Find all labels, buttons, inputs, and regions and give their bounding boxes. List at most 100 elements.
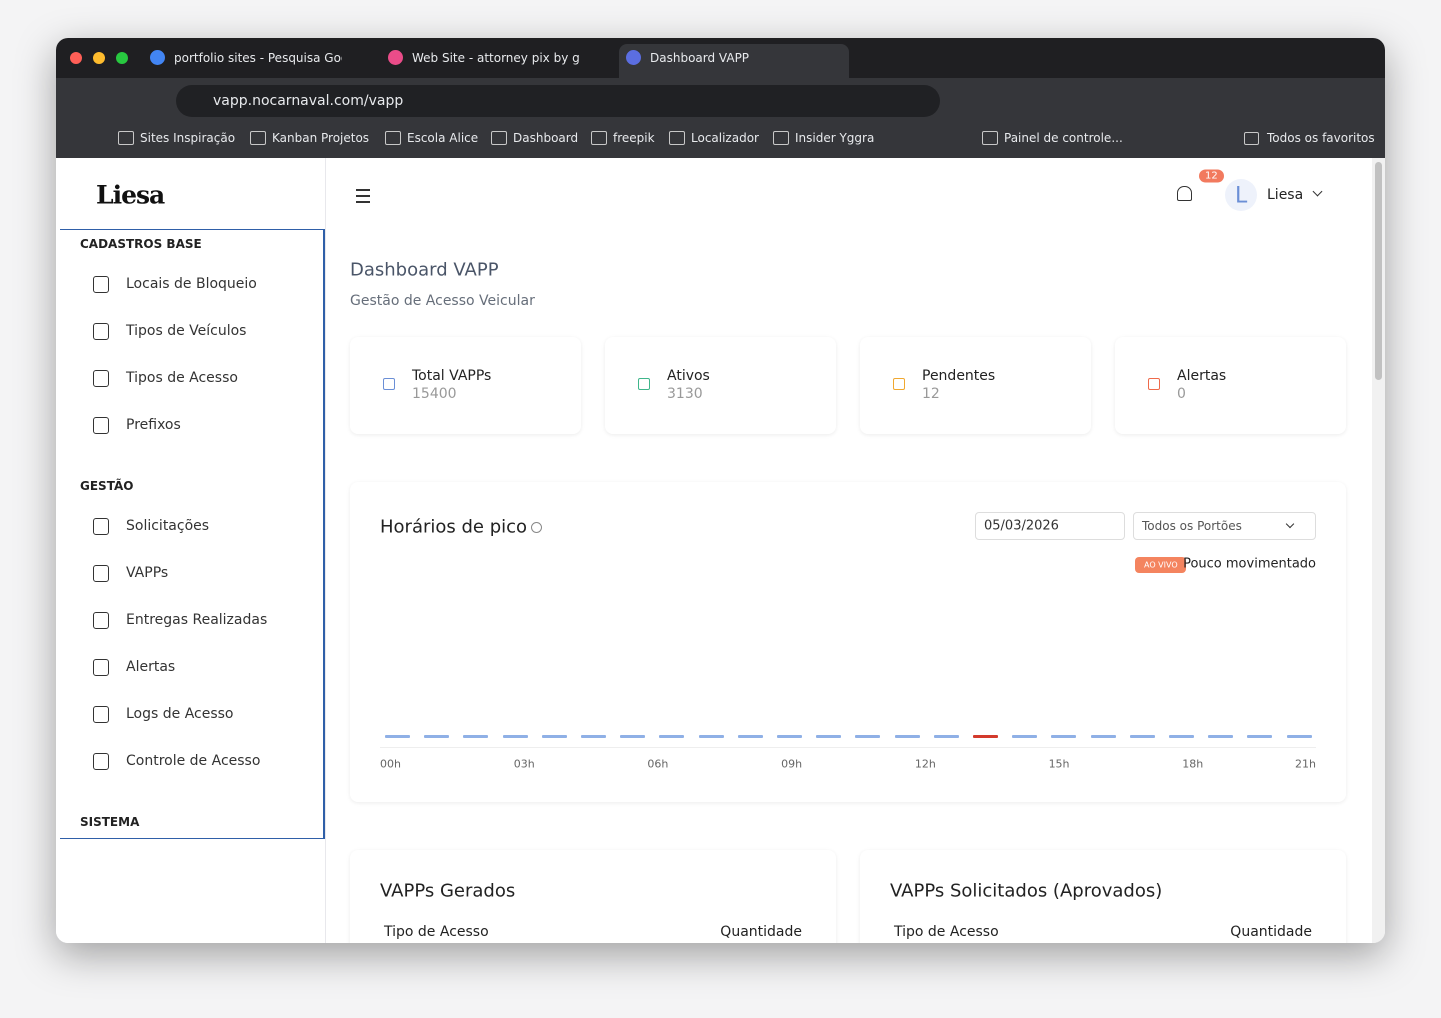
bar xyxy=(581,735,606,738)
x-label: 06h xyxy=(647,757,669,771)
tab-title[interactable]: portfolio sites - Pesquisa Goo xyxy=(174,51,342,65)
bookmark-icon xyxy=(250,131,266,145)
stat-card xyxy=(860,337,1091,434)
table-card xyxy=(860,850,1346,943)
tab-icon xyxy=(150,50,165,65)
bar xyxy=(698,735,724,738)
table-card xyxy=(350,850,836,943)
bookmark-icon xyxy=(982,131,998,145)
sidebar xyxy=(56,158,326,943)
x-label: 15h xyxy=(1048,757,1070,771)
tab-close[interactable] xyxy=(831,51,841,63)
bar xyxy=(777,735,802,738)
info-icon xyxy=(531,522,542,533)
stat-label: Ativos xyxy=(667,368,710,384)
max-dot[interactable] xyxy=(116,52,128,64)
bookmark[interactable]: Kanban Projetos xyxy=(272,131,370,145)
bar xyxy=(1169,735,1194,738)
address-field[interactable] xyxy=(176,85,940,117)
active-tab[interactable] xyxy=(619,44,849,78)
stat-card xyxy=(605,337,836,434)
date-text: 05/03/2026 xyxy=(984,518,1059,534)
nav-item[interactable]: Tipos de Veículos xyxy=(126,323,247,339)
bookmark[interactable]: Dashboard xyxy=(513,131,579,145)
nav-icon xyxy=(93,659,109,676)
bookmark[interactable]: Escola Alice xyxy=(407,131,479,145)
x-label: 21h xyxy=(1295,757,1316,771)
stat-label: Pendentes xyxy=(922,368,996,384)
tab-close[interactable] xyxy=(592,51,602,63)
user-name[interactable]: Liesa xyxy=(1267,187,1304,203)
bookmark-icon xyxy=(669,131,685,145)
bar xyxy=(737,735,763,738)
nav-item[interactable]: Logs de Acesso xyxy=(126,706,234,722)
nav-icon xyxy=(93,276,109,293)
stat-value: 0 xyxy=(1177,386,1186,402)
nav-item[interactable]: VAPPs xyxy=(126,565,169,581)
table-title: VAPPs Gerados xyxy=(380,880,516,902)
column-header: Tipo de Acesso xyxy=(894,924,999,940)
nav-item[interactable]: Alertas xyxy=(126,659,176,675)
bar xyxy=(1129,735,1155,738)
live-badge xyxy=(1135,557,1186,573)
x-label: 18h xyxy=(1182,757,1204,771)
bar xyxy=(1012,735,1038,738)
nav-icon xyxy=(93,753,109,770)
x-label: 12h xyxy=(914,757,936,771)
x-label: 03h xyxy=(513,757,535,771)
bookmark-icon xyxy=(591,131,607,145)
nav-item[interactable]: Locais de Bloqueio xyxy=(126,276,257,292)
nav-item[interactable]: Controle de Acesso xyxy=(126,753,261,769)
close-dot[interactable] xyxy=(70,52,82,64)
bar xyxy=(894,735,920,738)
stat-card xyxy=(1115,337,1346,434)
bookmark-icon xyxy=(773,131,789,145)
bar xyxy=(620,735,646,738)
stat-value: 12 xyxy=(922,386,940,402)
bar xyxy=(424,735,450,738)
gate-select[interactable] xyxy=(1133,512,1316,540)
bell[interactable] xyxy=(1177,186,1192,201)
tab-title[interactable]: Dashboard VAPP xyxy=(650,51,750,65)
nav-item[interactable]: Tipos de Acesso xyxy=(126,370,238,386)
nav-icon xyxy=(93,706,109,723)
menu-bar xyxy=(356,189,370,191)
nav-item[interactable]: Prefixos xyxy=(126,417,181,433)
peak-card xyxy=(350,482,1346,802)
section-title: GESTÃO xyxy=(80,479,134,493)
nav-icon xyxy=(93,518,109,535)
scroll-thumb[interactable] xyxy=(1375,162,1382,380)
page-subtitle: Gestão de Acesso Veicular xyxy=(350,293,535,309)
bar xyxy=(1286,735,1312,738)
nav-item[interactable]: Solicitações xyxy=(126,518,210,534)
page-title: Dashboard VAPP xyxy=(350,259,499,281)
stat-icon xyxy=(1148,378,1160,390)
baseline xyxy=(380,747,1316,748)
live-text: AO VIVO xyxy=(1144,560,1178,570)
bookmark[interactable]: Todos os favoritos xyxy=(1267,131,1375,145)
min-dot[interactable] xyxy=(93,52,105,64)
bookmark[interactable]: Insider Yggra xyxy=(795,131,875,145)
bookmark[interactable]: Localizador xyxy=(691,131,759,145)
status-text: Pouco movimentado xyxy=(1183,556,1316,572)
address-text[interactable]: vapp.nocarnaval.com/vapp xyxy=(213,93,404,109)
table-title: VAPPs Solicitados (Aprovados) xyxy=(890,880,1163,902)
bookmark-icon xyxy=(491,131,507,145)
tab-close[interactable] xyxy=(354,51,364,63)
menu-bar xyxy=(356,201,370,203)
stat-card xyxy=(350,337,581,434)
chevron xyxy=(1312,186,1323,197)
bookmark[interactable]: Sites Inspiração xyxy=(140,131,236,145)
x-label: 09h xyxy=(781,757,803,771)
peak-title: Horários de pico xyxy=(380,516,528,538)
bar xyxy=(659,735,685,738)
nav-item[interactable]: Entregas Realizadas xyxy=(126,612,268,628)
date-input[interactable] xyxy=(975,512,1125,540)
bookmark[interactable]: Painel de controle... xyxy=(1004,131,1123,145)
tab-title[interactable]: Web Site - attorney pix by gal xyxy=(412,51,580,65)
sidebar-frame xyxy=(60,229,325,839)
bar xyxy=(1208,735,1234,738)
browser-window: portfolio sites - Pesquisa Goo Web Site -… xyxy=(56,38,1385,943)
section-title: SISTEMA xyxy=(80,815,140,829)
bookmark[interactable]: freepik xyxy=(613,131,655,145)
